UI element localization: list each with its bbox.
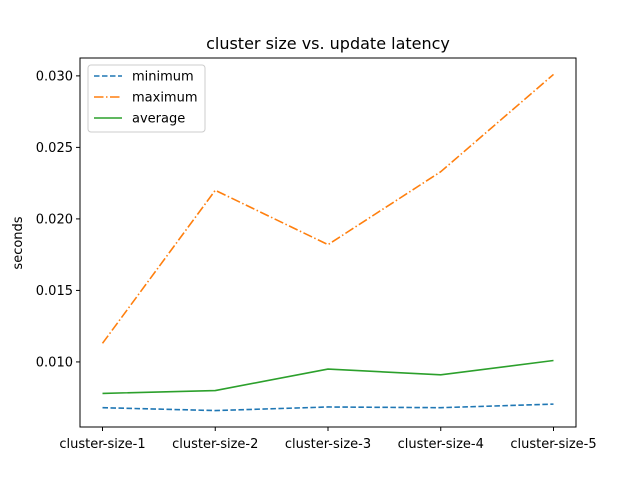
y-tick-label: 0.025 — [36, 141, 73, 156]
x-tick-label: cluster-size-4 — [398, 437, 484, 452]
x-tick-label: cluster-size-2 — [172, 437, 258, 452]
series-layer — [101, 73, 555, 412]
x-tick-label: cluster-size-3 — [285, 437, 371, 452]
legend-label-average: average — [132, 112, 185, 127]
legend-box — [87, 64, 206, 133]
legend-label-maximum: maximum — [132, 91, 198, 106]
y-tick-label: 0.015 — [36, 284, 73, 299]
legend: minimum maximum average — [87, 64, 206, 133]
series-line-maximum — [101, 73, 555, 344]
y-tick-label: 0.020 — [36, 212, 73, 227]
legend-label-minimum: minimum — [132, 70, 194, 85]
axes-layer: cluster-size-1 cluster-size-2 cluster-size… — [36, 57, 597, 452]
x-tick-label: cluster-size-1 — [59, 437, 145, 452]
y-axis-label: seconds — [11, 216, 26, 269]
series-line-minimum — [102, 403, 554, 412]
x-tick-label: cluster-size-5 — [510, 437, 596, 452]
y-tick-label: 0.030 — [36, 69, 73, 84]
series-line-average — [102, 359, 554, 395]
y-tick-label: 0.010 — [36, 355, 73, 370]
chart-title: cluster size vs. update latency — [206, 34, 450, 53]
